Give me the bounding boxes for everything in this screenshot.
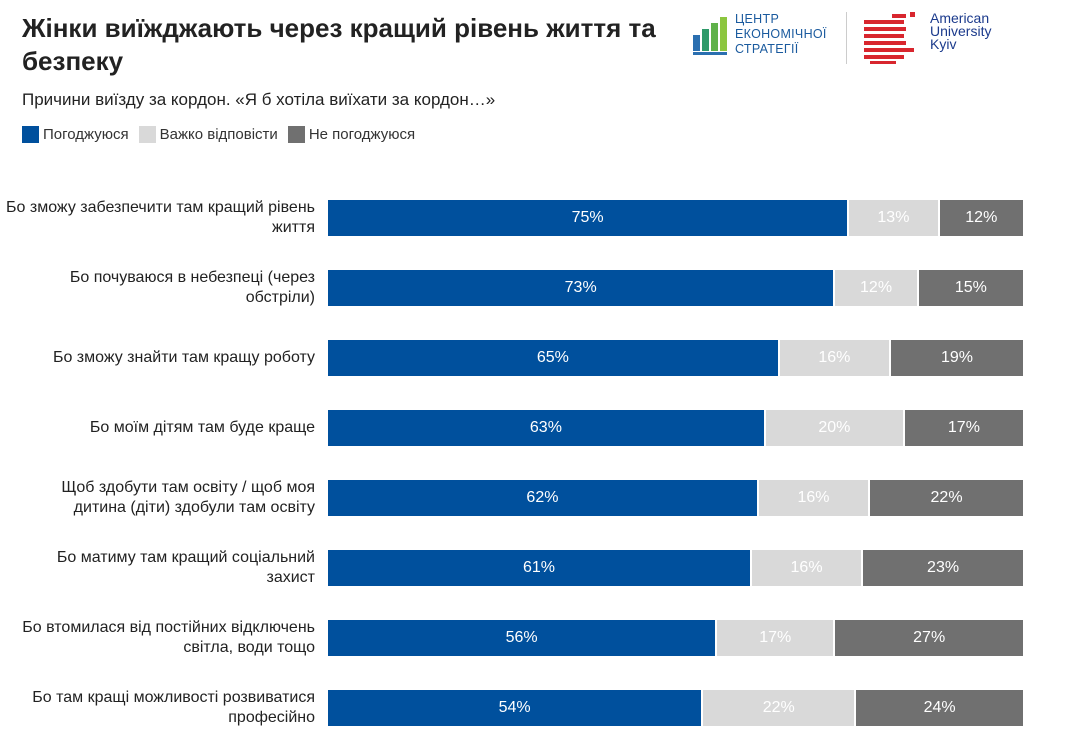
data-label: 63% <box>529 419 562 436</box>
data-label: 22% <box>930 489 963 506</box>
category-label: Бо зможу знайти там кращу роботу <box>52 349 315 366</box>
bar-agree: 75% <box>328 200 850 236</box>
bar-disagree: 17% <box>904 410 1023 446</box>
ces-line-2: ЕКОНОМІЧНОЇ <box>735 27 827 41</box>
data-label: 17% <box>759 629 792 646</box>
chart-title: Жінки виїжджають через кращий рівень жит… <box>22 13 656 76</box>
category-label: Бо втомилася від постійних відключень св… <box>22 619 315 656</box>
data-label: 12% <box>860 279 893 296</box>
data-label: 73% <box>564 279 597 296</box>
bar-agree: 61% <box>328 550 752 586</box>
data-label: 75% <box>571 209 604 226</box>
category-label: Бо матиму там кращий соціальний захист <box>56 549 315 586</box>
data-label: 17% <box>947 419 980 436</box>
data-label: 16% <box>790 559 823 576</box>
data-label: 62% <box>526 489 559 506</box>
bar-hard: 12% <box>835 270 919 306</box>
bar-agree: 63% <box>328 410 766 446</box>
bar-disagree: 27% <box>835 620 1023 656</box>
legend-label: Не погоджуюся <box>308 126 416 143</box>
legend: Погоджуюся Важко відповісти Не погоджуюс… <box>22 126 415 143</box>
bar-disagree: 15% <box>918 270 1023 306</box>
bar-agree: 73% <box>328 270 836 306</box>
legend-agree: Погоджуюся <box>22 126 129 143</box>
auk-line-2: University <box>930 23 992 39</box>
data-label: 16% <box>818 349 851 366</box>
data-label: 23% <box>927 559 960 576</box>
data-label: 22% <box>762 699 795 716</box>
ces-bars-icon <box>693 16 727 55</box>
data-label: 15% <box>954 279 987 296</box>
ces-logo: ЦЕНТР ЕКОНОМІЧНОЇ СТРАТЕГІЇ <box>693 12 827 57</box>
bar-agree: 56% <box>328 620 718 656</box>
data-label: 13% <box>877 209 910 226</box>
bar-disagree: 12% <box>939 200 1023 236</box>
ces-line-1: ЦЕНТР <box>735 12 780 26</box>
bar-disagree: 22% <box>870 480 1023 516</box>
logo-divider <box>846 12 847 64</box>
bar-agree: 54% <box>328 690 704 726</box>
data-label: 16% <box>797 489 830 506</box>
category-label: Щоб здобути там освіту / щоб моя дитина … <box>61 479 315 516</box>
bar-hard: 13% <box>849 200 940 236</box>
bar-hard: 17% <box>717 620 836 656</box>
data-label: 24% <box>923 699 956 716</box>
data-label: 20% <box>818 419 851 436</box>
bar-hard: 16% <box>751 550 864 586</box>
legend-swatch <box>287 126 305 143</box>
bar-disagree: 19% <box>890 340 1023 376</box>
bar-hard: 16% <box>779 340 891 376</box>
data-label: 56% <box>505 629 538 646</box>
legend-disagree: Не погоджуюся <box>287 126 416 143</box>
chart-subtitle: Причини виїзду за кордон. «Я б хотіла ви… <box>22 90 496 109</box>
legend-hard: Важко відповісти <box>138 126 278 143</box>
category-label: Бо почуваюся в небезпеці (через обстріли… <box>69 269 315 306</box>
bar-disagree: 23% <box>863 550 1023 586</box>
auk-line-1: American <box>930 10 990 26</box>
data-label: 12% <box>965 209 998 226</box>
data-label: 54% <box>498 699 531 716</box>
data-label: 65% <box>536 349 569 366</box>
data-label: 19% <box>940 349 973 366</box>
bar-disagree: 24% <box>856 690 1023 726</box>
legend-label: Важко відповісти <box>159 126 278 143</box>
bar-hard: 16% <box>758 480 871 516</box>
data-label: 61% <box>522 559 555 576</box>
bar-agree: 65% <box>328 340 780 376</box>
bar-agree: 62% <box>328 480 759 516</box>
legend-swatch <box>22 126 39 143</box>
auk-line-3: Kyiv <box>930 36 957 52</box>
auk-flag-icon <box>864 12 915 64</box>
ces-line-3: СТРАТЕГІЇ <box>735 42 799 56</box>
category-label: Бо моїм дітям там буде краще <box>89 419 315 436</box>
bar-hard: 20% <box>765 410 905 446</box>
category-label: Бо зможу забезпечити там кращий рівень ж… <box>6 199 315 236</box>
category-label: Бо там кращі можливості розвиватися проф… <box>32 689 315 726</box>
data-label: 27% <box>913 629 946 646</box>
auk-logo: American University Kyiv <box>864 10 992 64</box>
legend-swatch <box>138 126 156 143</box>
legend-label: Погоджуюся <box>43 126 129 143</box>
bar-hard: 22% <box>703 690 857 726</box>
